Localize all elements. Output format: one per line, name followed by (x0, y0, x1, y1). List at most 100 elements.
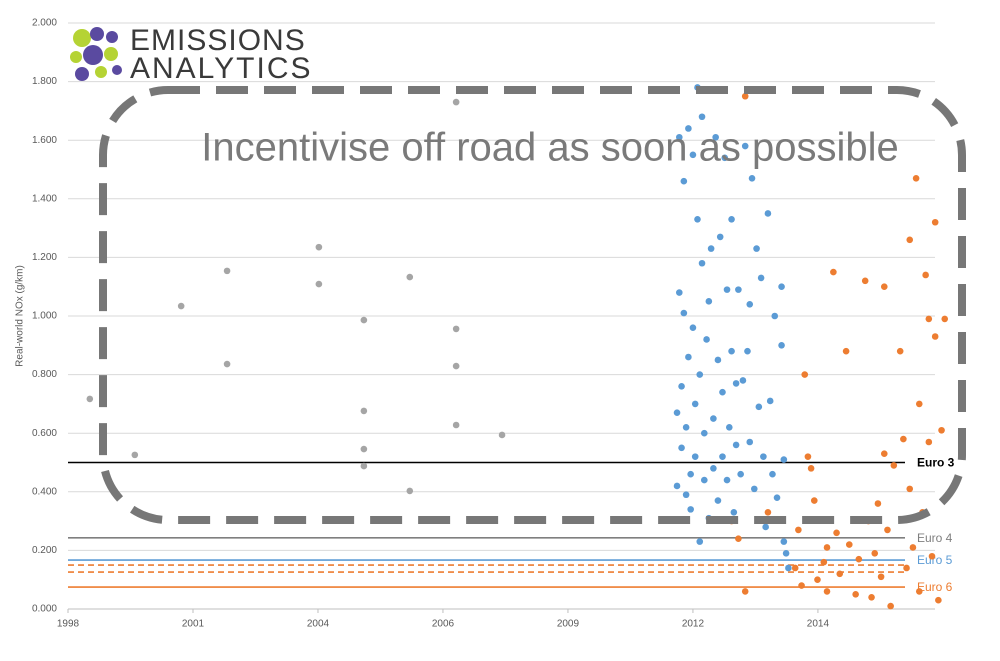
data-point (698, 259, 706, 267)
logo-dot (75, 67, 89, 81)
data-point (678, 444, 685, 452)
data-point (871, 550, 879, 557)
data-point (315, 280, 323, 288)
data-point (719, 388, 726, 396)
data-point (701, 429, 708, 437)
data-point (764, 509, 772, 516)
data-point (798, 582, 805, 589)
data-point (748, 174, 756, 182)
data-point (757, 274, 765, 282)
data-point (884, 526, 891, 534)
data-point (714, 356, 722, 364)
data-point (906, 485, 914, 493)
legend-label: Euro 3 (917, 456, 955, 470)
data-point (833, 529, 840, 537)
data-point (746, 438, 754, 446)
data-point (880, 283, 888, 291)
x-tick-label: 2014 (807, 619, 830, 630)
data-point (807, 465, 815, 472)
data-point (852, 591, 859, 598)
grid-layer: 0.000 0.200 0.400 0.600 0.800 1.000 1.200 1.400… (32, 18, 935, 630)
data-point (714, 497, 722, 504)
logo-dot (83, 45, 103, 65)
data-point (735, 535, 742, 542)
data-point (741, 142, 749, 150)
logo-text: ANALYTICS (130, 52, 313, 85)
data-point (691, 400, 699, 408)
data-point (915, 400, 923, 408)
data-point (922, 271, 929, 279)
data-point (896, 347, 904, 355)
data-point (680, 309, 688, 317)
data-point (755, 403, 763, 411)
data-point (177, 302, 185, 310)
data-point (360, 445, 368, 453)
data-point (452, 98, 460, 106)
data-point (707, 245, 715, 252)
data-point (223, 267, 231, 275)
y-tick-label: 1.400 (32, 193, 57, 204)
data-point (823, 544, 831, 551)
data-point (696, 371, 704, 378)
data-point (689, 324, 697, 332)
data-point (935, 596, 942, 604)
data-point (780, 456, 788, 463)
data-point (723, 286, 731, 293)
data-point (931, 218, 939, 226)
data-point (880, 450, 888, 458)
data-point (676, 133, 683, 141)
data-point (452, 362, 460, 370)
data-point (687, 506, 694, 513)
data-point (360, 316, 368, 324)
y-tick-label: 0.400 (32, 486, 57, 497)
data-point (689, 151, 697, 159)
y-tick-label: 0.600 (32, 428, 57, 439)
x-tick-label: 2001 (182, 619, 205, 630)
legend-label: Euro 5 (917, 553, 953, 567)
y-tick-label: 0.000 (32, 604, 57, 615)
y-tick-label: 1.200 (32, 252, 57, 263)
y-tick-label: 1.800 (32, 76, 57, 87)
data-point (732, 441, 740, 449)
data-point (842, 347, 850, 355)
data-point (705, 298, 713, 305)
data-point (741, 588, 749, 595)
data-point (735, 286, 742, 293)
data-point (721, 154, 729, 162)
data-point (861, 277, 869, 285)
logo: EMISSIONS ANALYTICS (70, 24, 313, 85)
data-point (703, 336, 710, 343)
logo-dot (106, 31, 118, 43)
data-point (887, 602, 894, 610)
data-point (696, 538, 704, 545)
data-point (673, 482, 681, 490)
data-point (452, 421, 460, 429)
data-point (780, 538, 788, 545)
data-point (732, 380, 740, 387)
data-point (925, 438, 933, 446)
data-point (760, 453, 767, 460)
x-tick-label: 2009 (557, 619, 580, 630)
data-point (223, 360, 231, 368)
data-point (764, 210, 772, 217)
logo-dot (112, 65, 122, 75)
data-point (877, 573, 885, 581)
data-point (406, 487, 414, 495)
data-point (766, 397, 774, 405)
y-axis-label: Real-world NOx (g/km) (15, 265, 26, 367)
data-point (830, 268, 837, 276)
data-point (680, 177, 688, 185)
data-point (701, 476, 708, 484)
x-tick-label: 2006 (432, 619, 455, 630)
data-point (782, 550, 790, 557)
data-point (723, 476, 731, 484)
logo-dot (90, 27, 104, 41)
data-point (785, 564, 792, 572)
data-point (719, 453, 726, 460)
data-point (406, 273, 414, 281)
data-point (804, 453, 812, 460)
marks-layer: Euro 3 Euro 4 Euro 5 Euro 6 (68, 84, 955, 610)
data-point (909, 544, 917, 551)
